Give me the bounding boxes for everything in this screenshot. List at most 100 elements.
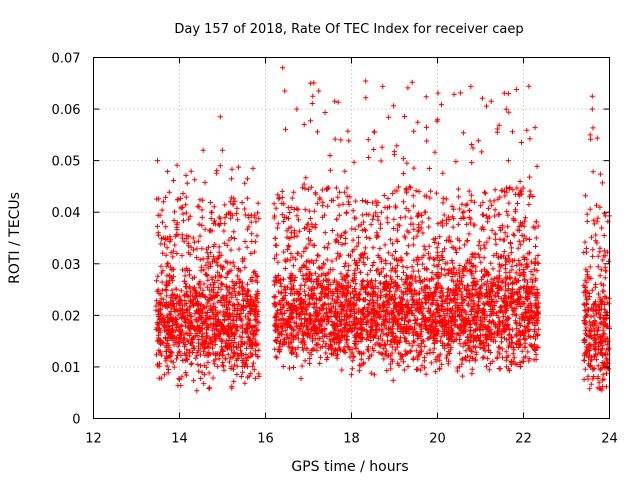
- data-point: [424, 350, 430, 357]
- data-point: [291, 189, 297, 195]
- data-point: [365, 271, 371, 277]
- data-point: [307, 118, 314, 124]
- data-point: [170, 273, 177, 279]
- data-point: [250, 165, 256, 171]
- data-point: [585, 373, 591, 379]
- data-point: [599, 225, 605, 231]
- data-point: [273, 354, 279, 360]
- data-point: [179, 253, 185, 259]
- data-point: [223, 325, 229, 331]
- data-point: [194, 388, 200, 394]
- data-point: [348, 372, 354, 378]
- data-point: [202, 226, 208, 232]
- data-point: [410, 338, 417, 344]
- data-point: [457, 245, 463, 251]
- data-point: [595, 264, 601, 270]
- data-point: [164, 245, 170, 251]
- data-point: [164, 293, 170, 299]
- data-point: [298, 253, 304, 259]
- data-point: [379, 144, 385, 150]
- data-point: [243, 313, 249, 319]
- data-point: [395, 326, 401, 332]
- data-point: [370, 262, 376, 269]
- data-point: [203, 271, 209, 277]
- data-point: [363, 234, 370, 240]
- data-point: [295, 250, 301, 256]
- data-point: [163, 348, 169, 355]
- data-point: [246, 212, 252, 219]
- data-point: [195, 361, 201, 368]
- data-point: [494, 354, 500, 360]
- data-point: [212, 279, 218, 286]
- data-point: [285, 243, 291, 249]
- data-point: [231, 263, 237, 269]
- data-point: [192, 345, 198, 351]
- data-point: [349, 226, 355, 232]
- data-point: [584, 269, 590, 275]
- data-point: [209, 338, 215, 344]
- data-point: [509, 281, 515, 287]
- data-point: [202, 372, 208, 378]
- data-point: [590, 169, 596, 175]
- data-point: [174, 250, 180, 257]
- data-point: [156, 347, 162, 353]
- data-point: [165, 260, 171, 266]
- data-point: [233, 280, 240, 287]
- data-point: [244, 244, 250, 250]
- data-point: [526, 83, 532, 89]
- data-point: [426, 335, 432, 342]
- data-point: [378, 350, 384, 356]
- data-point: [194, 255, 200, 261]
- data-point: [207, 385, 213, 391]
- data-point: [208, 282, 214, 288]
- data-point: [384, 215, 390, 221]
- data-point: [194, 353, 200, 359]
- data-point: [343, 260, 349, 266]
- data-point: [307, 215, 313, 222]
- data-point: [171, 342, 177, 348]
- data-point: [207, 199, 213, 206]
- data-point: [492, 231, 498, 237]
- data-point: [242, 380, 248, 386]
- data-point: [175, 382, 181, 389]
- data-point: [166, 323, 172, 330]
- data-point: [196, 280, 202, 286]
- data-point: [400, 199, 407, 205]
- data-point: [381, 192, 387, 199]
- data-point: [156, 375, 162, 381]
- data-point: [173, 286, 179, 292]
- data-point: [587, 132, 593, 138]
- data-point: [309, 100, 315, 107]
- data-point: [527, 174, 533, 180]
- data-point: [244, 226, 250, 232]
- data-point: [420, 261, 426, 267]
- data-point: [294, 323, 300, 329]
- data-point: [171, 209, 178, 215]
- data-point: [338, 137, 344, 143]
- data-point: [440, 195, 446, 201]
- data-point: [405, 243, 411, 249]
- data-point: [438, 102, 445, 108]
- data-point: [154, 223, 160, 229]
- data-point: [534, 268, 540, 274]
- data-point: [166, 345, 172, 351]
- data-point: [244, 364, 250, 370]
- data-point: [337, 189, 343, 195]
- data-point: [240, 360, 246, 366]
- data-point: [194, 301, 200, 307]
- data-point: [483, 363, 490, 369]
- data-point: [187, 284, 193, 290]
- data-point: [248, 250, 254, 257]
- data-point: [368, 222, 374, 228]
- data-point: [350, 358, 356, 364]
- data-point: [535, 252, 541, 259]
- data-point: [389, 191, 395, 197]
- data-point: [346, 138, 352, 144]
- data-point: [364, 278, 370, 284]
- data-point: [226, 237, 232, 243]
- data-point: [457, 336, 463, 343]
- data-point: [459, 356, 465, 362]
- data-point: [415, 261, 421, 267]
- data-point: [236, 246, 242, 252]
- data-point: [413, 278, 419, 284]
